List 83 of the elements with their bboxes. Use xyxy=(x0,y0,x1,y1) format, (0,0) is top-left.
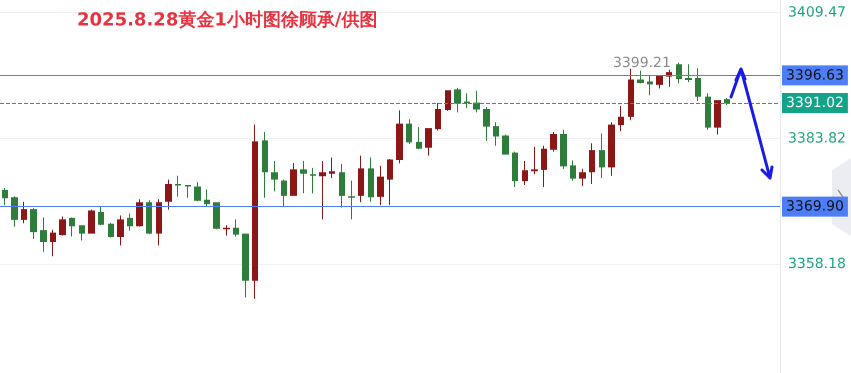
candlestick xyxy=(628,68,634,121)
candlestick xyxy=(685,64,692,82)
candlestick xyxy=(194,182,201,202)
candlestick xyxy=(98,206,104,226)
candlestick xyxy=(502,134,509,155)
candlestick xyxy=(310,167,316,194)
candlestick xyxy=(368,157,374,202)
candlestick xyxy=(319,160,326,220)
candlestick xyxy=(348,180,355,220)
candlestick xyxy=(156,198,162,246)
candlestick xyxy=(69,216,75,238)
candlestick xyxy=(88,209,95,234)
candlestick xyxy=(589,142,595,185)
candlestick xyxy=(2,187,8,206)
candlestick xyxy=(493,122,499,146)
candlestick xyxy=(560,129,567,170)
candlestick xyxy=(165,179,172,210)
candlestick xyxy=(445,90,451,112)
candlestick xyxy=(579,168,586,187)
candlestick xyxy=(608,122,615,176)
candlestick xyxy=(550,132,557,152)
candlestick xyxy=(79,225,85,241)
candlestick xyxy=(30,208,37,240)
candlestick xyxy=(416,126,422,150)
candlestick xyxy=(522,160,528,186)
candlestick xyxy=(358,155,364,203)
candlestick xyxy=(281,179,287,208)
candlestick xyxy=(724,98,730,106)
candlestick xyxy=(618,106,624,132)
candlestick xyxy=(11,196,18,228)
annotation: 3399.21 xyxy=(612,54,671,71)
candlestick xyxy=(146,200,152,235)
candlestick xyxy=(300,160,307,194)
candlestick xyxy=(290,162,297,196)
ref-line-label: 3391.02 xyxy=(786,94,844,111)
candlestick xyxy=(136,198,143,228)
candlestick xyxy=(541,145,547,188)
text: 2025.8.28黄金1小时图徐顾承/供图 xyxy=(77,10,378,30)
candlestick xyxy=(454,87,461,113)
candlestick xyxy=(599,132,605,179)
candlestick xyxy=(213,202,220,230)
candlestick xyxy=(40,216,47,252)
candlestick xyxy=(531,146,538,175)
y-tick-label: 3409.47 xyxy=(788,4,846,20)
y-tick-label: 3383.82 xyxy=(788,130,846,146)
candlestick xyxy=(242,234,249,298)
candlestick xyxy=(637,70,644,84)
candlestick xyxy=(108,222,114,238)
candlestick xyxy=(223,224,230,236)
candlestick xyxy=(676,62,682,84)
candlestick xyxy=(473,90,480,113)
candlestick xyxy=(59,216,66,236)
candlestick xyxy=(714,100,721,135)
ref-line-label: 3396.63 xyxy=(786,67,844,84)
candlestick xyxy=(329,157,335,179)
candlestick xyxy=(339,163,345,208)
candlestick xyxy=(425,128,432,156)
candlestick xyxy=(262,132,268,198)
candlestick xyxy=(483,106,490,142)
candlestick xyxy=(435,102,441,132)
candlestick xyxy=(705,92,711,130)
candlestick xyxy=(21,201,27,224)
candlestick xyxy=(647,75,653,96)
candlestick xyxy=(50,229,56,257)
candlestick xyxy=(127,212,133,232)
candlestick xyxy=(185,184,191,198)
candlestick xyxy=(271,160,278,192)
candlestick xyxy=(695,68,701,102)
candlestick xyxy=(464,92,470,108)
candlestick xyxy=(512,151,518,188)
candlestick xyxy=(656,75,663,89)
candlestick xyxy=(396,110,403,164)
y-tick-label: 3358.18 xyxy=(788,256,846,272)
candlestick xyxy=(252,124,258,300)
candlestick xyxy=(387,158,393,206)
candlestick xyxy=(570,160,576,182)
candlestick xyxy=(204,188,210,207)
candlestick xyxy=(406,118,412,144)
candlestick xyxy=(233,218,239,238)
candlestick xyxy=(175,175,181,198)
candlestick xyxy=(117,214,124,246)
candlestick xyxy=(377,165,384,206)
ref-line-label: 3369.90 xyxy=(786,198,844,215)
